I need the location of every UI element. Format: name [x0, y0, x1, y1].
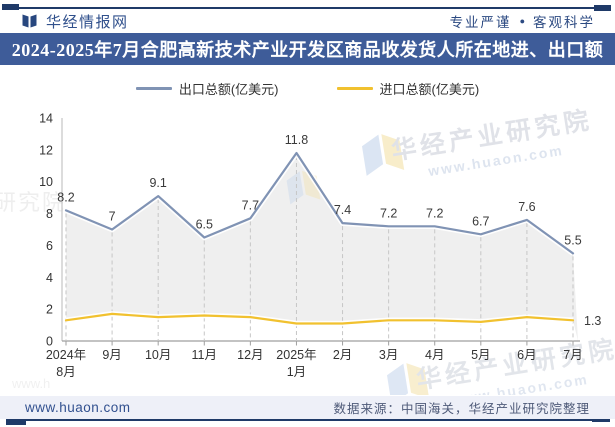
svg-text:7月: 7月: [563, 348, 582, 362]
svg-text:6: 6: [46, 239, 53, 253]
footer: www.huaon.com 数据来源：中国海关，华经产业研究院整理: [0, 396, 615, 419]
svg-text:8.2: 8.2: [57, 190, 74, 204]
svg-text:7.6: 7.6: [518, 200, 535, 214]
slogan: 专业严谨 ● 客观科学: [450, 11, 595, 31]
chart-title: 2024-2025年7月合肥高新技术产业开发区商品收发货人所在地进、出口额: [11, 40, 604, 60]
svg-text:4月: 4月: [425, 348, 444, 362]
legend-item-export: 出口总额(亿美元): [135, 79, 279, 98]
export-import-line-chart: 华经产业研究院www.huaon.com华经产业研究院www.huaon.com…: [0, 105, 615, 408]
svg-text:5月: 5月: [471, 348, 490, 362]
svg-text:6.7: 6.7: [472, 214, 489, 228]
header: 华经情报网 专业严谨 ● 客观科学: [0, 9, 615, 33]
chart-area: 华经产业研究院 www.huaon.com 华经产业研究院 www.huaon.com…: [0, 100, 615, 408]
svg-text:6月: 6月: [517, 348, 536, 362]
svg-text:8: 8: [46, 207, 53, 221]
svg-text:9月: 9月: [102, 348, 121, 362]
svg-text:1月: 1月: [287, 365, 306, 379]
svg-text:14: 14: [39, 112, 53, 126]
legend-label-import: 进口总额(亿美元): [379, 81, 480, 97]
svg-text:7.2: 7.2: [426, 206, 443, 220]
legend: 出口总额(亿美元) 进口总额(亿美元): [0, 79, 615, 97]
data-source-text: 数据来源：中国海关，华经产业研究院整理: [333, 402, 590, 416]
svg-text:11.8: 11.8: [285, 133, 308, 147]
svg-text:10月: 10月: [145, 348, 171, 362]
svg-text:10: 10: [39, 175, 53, 189]
svg-text:6.5: 6.5: [196, 217, 213, 231]
export-line-swatch: [135, 86, 172, 90]
brand: 华经情报网: [20, 11, 129, 32]
svg-text:5.5: 5.5: [564, 233, 581, 247]
website-link[interactable]: www.huaon.com: [25, 400, 131, 415]
svg-text:www.h: www.h: [11, 376, 50, 391]
top-border-line: [2, 7, 594, 9]
svg-text:12月: 12月: [237, 348, 263, 362]
svg-text:2025年: 2025年: [276, 348, 316, 362]
svg-text:研究院: 研究院: [0, 190, 66, 215]
top-border-accent-left: [2, 4, 19, 10]
svg-text:8月: 8月: [56, 365, 75, 379]
legend-item-import: 进口总额(亿美元): [336, 79, 480, 98]
svg-text:0: 0: [46, 335, 53, 349]
svg-text:7.2: 7.2: [380, 206, 397, 220]
svg-text:7.4: 7.4: [334, 203, 351, 217]
svg-text:11月: 11月: [192, 348, 217, 362]
svg-text:3月: 3月: [379, 348, 398, 362]
top-border-accent-right: [594, 5, 611, 11]
svg-text:2: 2: [46, 303, 53, 317]
brand-name: 华经情报网: [46, 13, 129, 31]
legend-label-export: 出口总额(亿美元): [178, 81, 279, 97]
import-line-swatch: [336, 86, 373, 90]
svg-text:7.7: 7.7: [242, 198, 259, 212]
brand-logo-icon: [20, 12, 39, 30]
svg-text:7: 7: [109, 210, 116, 224]
svg-text:2024年: 2024年: [46, 348, 86, 362]
svg-text:12: 12: [39, 143, 53, 157]
svg-text:4: 4: [46, 271, 53, 285]
svg-text:9.1: 9.1: [149, 176, 166, 190]
slogan-bullet-icon: ●: [519, 16, 525, 26]
bottom-border-line: [6, 419, 592, 421]
bottom-border-accent-right: [592, 416, 610, 422]
svg-text:1.3: 1.3: [584, 314, 601, 328]
bottom-border-accent-left: [6, 421, 26, 425]
slogan-left: 专业严谨: [449, 15, 512, 30]
svg-text:2月: 2月: [333, 348, 352, 362]
slogan-right: 客观科学: [533, 15, 595, 30]
chart-title-bar: 2024-2025年7月合肥高新技术产业开发区商品收发货人所在地进、出口额: [0, 33, 615, 65]
